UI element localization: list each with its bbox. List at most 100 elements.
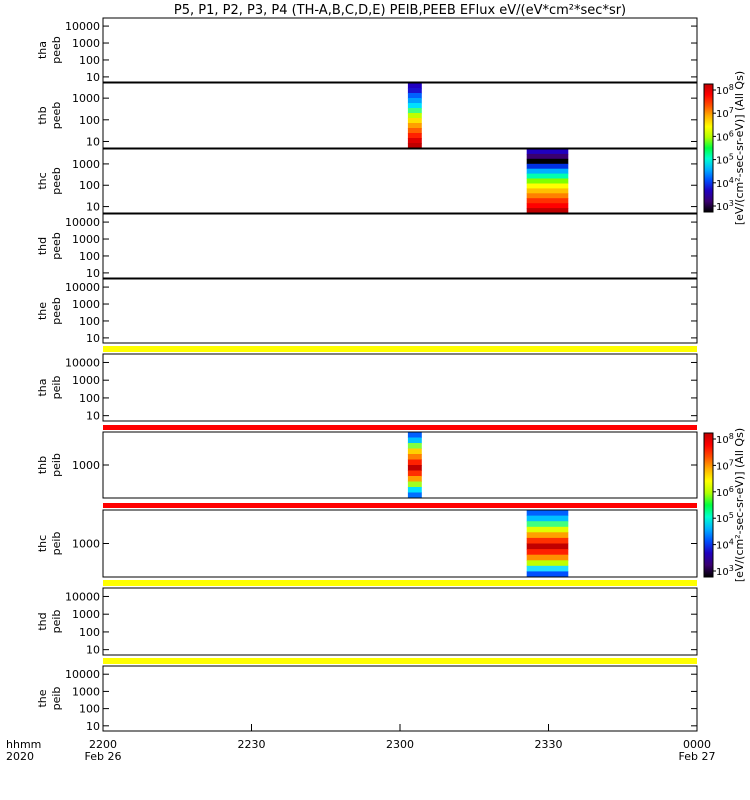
separator-band [103,346,697,352]
spectrogram-cell [407,88,422,94]
spectrogram-cell [407,465,422,471]
spectrogram-block [407,83,422,149]
y-tick-label: 1000 [72,298,100,311]
spectrogram-cell [526,183,569,189]
spectrogram-cell [526,560,569,567]
panel-label-probe: thb [36,456,49,474]
spectrogram-cell [526,521,569,528]
spectrogram-cell [526,537,569,544]
panel-thd-peib: 10 100 1000 10000 thd peib [36,587,698,657]
y-tick-label: 10000 [65,591,100,604]
panel-the-peeb: 10 100 1000 10000 the peeb [36,278,698,345]
separator-band [103,658,697,664]
spectrogram-cell [407,123,422,129]
y-tick-label: 10000 [65,357,100,370]
panel-frame [102,509,698,578]
colorbars-group: 103 104 105 106 107 108 [eV/(cm²-sec-sr-eV)] (… [703,71,746,582]
colorbar-tick-label: 103 [716,564,734,578]
spectrogram-cell [407,93,422,99]
colorbar-label: [eV/(cm²-sec-sr-eV)] (All Qs) [733,71,746,225]
spectrogram-cell [526,510,569,517]
spectrogram-cell [526,526,569,533]
y-tick-label: 1000 [72,608,100,621]
x-tick-label: 2330 [535,738,563,751]
y-tick-label: 10000 [65,668,100,681]
colorbar-tick-label: 106 [716,485,734,499]
panel-label-product: peib [50,376,63,400]
y-tick-label: 10 [86,71,100,84]
panel-thc-peeb: 10 100 1000 thc peeb [36,148,698,214]
spectrogram-cell [407,470,422,477]
colorbar-tick-label: 104 [716,538,734,552]
y-tick-label: 1000 [72,538,100,551]
panel-thd-peeb: 10 100 1000 10000 thd peeb [36,213,698,280]
panel-thb-peib: 1000 thb peib [36,431,698,499]
y-tick-label: 10000 [65,216,100,229]
panel-label-product: peeb [50,167,63,195]
y-tick-label: 10 [86,267,100,280]
x-end-date: Feb 27 [679,750,716,763]
spectrogram-cell [407,83,422,89]
spectrogram-cell [526,158,569,165]
panel-label-probe: tha [36,41,49,59]
x-tick-label: 2300 [386,738,414,751]
colorbar-tick-label: 103 [716,199,734,213]
y-tick-label: 1000 [72,158,100,171]
panel-frame [102,431,698,499]
y-tick-label: 100 [79,315,100,328]
figure-title: P5, P1, P2, P3, P4 (TH-A,B,C,D,E) PEIB,P… [174,3,626,18]
panel-frame [102,17,698,83]
spectrogram-cell [407,432,422,438]
spectrogram-cell [407,118,422,124]
panel-label-probe: thc [36,535,49,552]
y-tick-label: 10 [86,410,100,423]
x-start-date: Feb 26 [85,750,122,763]
y-tick-label: 100 [79,54,100,67]
panel-label-probe: the [36,689,49,707]
spectrogram-cell [526,193,569,199]
panel-label-product: peib [50,532,63,556]
spectrogram-cell [526,549,569,556]
spectrogram-cell [407,448,422,455]
spectrogram-cell [407,487,422,493]
spectrogram-cell [526,532,569,539]
spectrogram-cell [526,543,569,550]
separator-bands [103,346,697,664]
panel-label-probe: thd [36,612,49,630]
y-tick-label: 1000 [72,374,100,387]
y-tick-label: 10000 [65,281,100,294]
x-axis: hhmm 2020 Feb 26 Feb 27 2200 2230 2300 2330… [6,724,715,763]
spectrogram-cell [526,203,569,209]
y-tick-label: 10 [86,644,100,657]
panel-label-product: peeb [50,36,63,64]
panel-label-product: peib [50,687,63,711]
y-tick-label: 100 [79,250,100,263]
y-tick-label: 10 [86,136,100,149]
colorbar-tick-label: 105 [716,153,734,167]
panel-label-probe: thd [36,237,49,255]
spectrogram-cell [407,128,422,134]
colorbar-tick-label: 108 [716,83,734,97]
spectrogram-cell [407,98,422,104]
panel-frame [102,665,698,732]
y-tick-label: 1000 [72,685,100,698]
spectrogram-cell [407,133,422,139]
x-tick-label: 2200 [89,738,117,751]
panel-label-product: peeb [50,297,63,325]
spectrogram-cell [407,481,422,488]
spectrogram-cell [407,143,422,149]
colorbar-tick-label: 104 [716,176,734,190]
y-tick-label: 100 [79,392,100,405]
y-tick-label: 10 [86,201,100,214]
panel-frame [102,82,698,149]
colorbar-tick-label: 107 [716,106,734,120]
colorbar-tick-label: 106 [716,129,734,143]
panel-frame [102,353,698,422]
y-tick-label: 1000 [72,459,100,472]
separator-band [103,580,697,586]
y-tick-label: 1000 [72,92,100,105]
y-tick-label: 1000 [72,233,100,246]
panel-label-product: peeb [50,102,63,130]
y-tick-label: 100 [79,114,100,127]
